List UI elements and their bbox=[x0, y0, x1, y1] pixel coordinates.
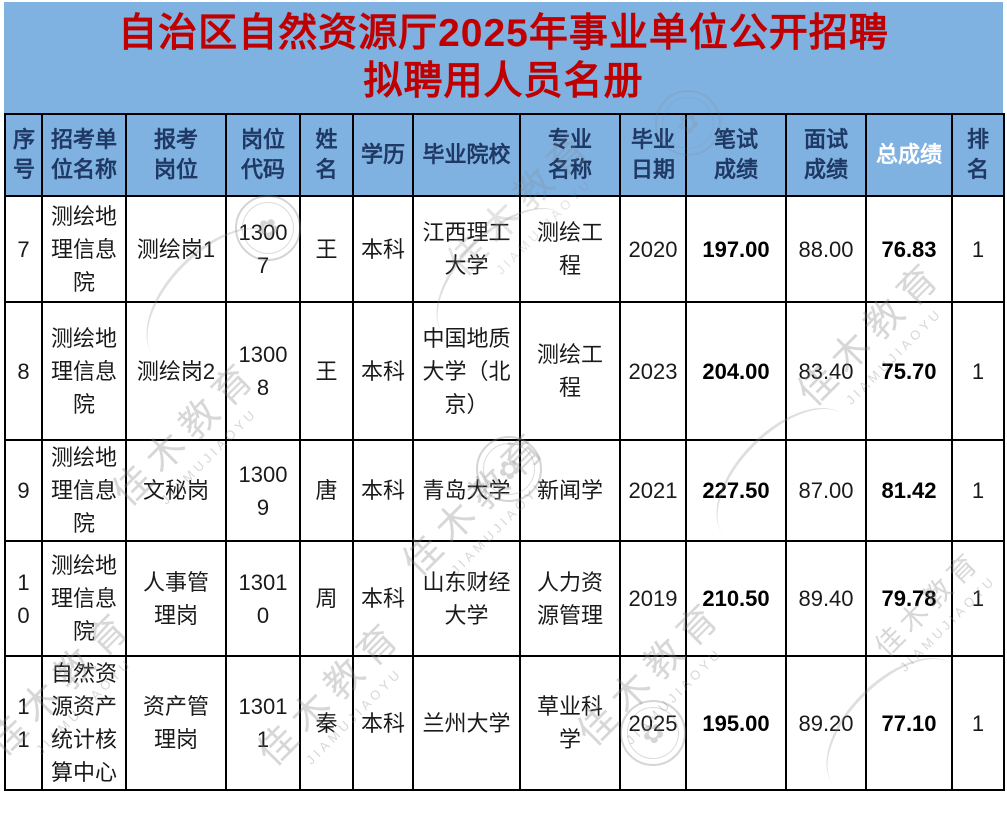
cell-written: 195.00 bbox=[685, 655, 787, 791]
cell-total: 81.42 bbox=[865, 439, 953, 542]
cell-interview: 89.20 bbox=[785, 655, 867, 791]
header-row: 序 号招考单 位名称 报考 岗位 岗位 代码 姓名 学历 毕业院校 专业 名称 毕业 日期 笔试… bbox=[4, 113, 1005, 197]
cell-unit: 测绘地理信息院 bbox=[41, 439, 127, 542]
cell-interview: 83.40 bbox=[785, 301, 867, 441]
cell-position: 测绘岗1 bbox=[125, 195, 227, 303]
cell-school: 青岛大学 bbox=[412, 439, 521, 542]
cell-written: 204.00 bbox=[685, 301, 787, 441]
page-title-line2: 拟聘用人员名册 bbox=[363, 59, 644, 103]
cell-code: 13007 bbox=[225, 195, 301, 303]
cell-written: 197.00 bbox=[685, 195, 787, 303]
cell-major: 草业科学 bbox=[519, 655, 621, 791]
cell-interview: 88.00 bbox=[785, 195, 867, 303]
header-cell-rank: 排名 bbox=[951, 113, 1005, 197]
cell-major: 人力资源管理 bbox=[519, 540, 621, 657]
cell-position: 资产管理岗 bbox=[125, 655, 227, 791]
cell-school: 江西理工大学 bbox=[412, 195, 521, 303]
cell-unit: 测绘地理信息院 bbox=[41, 301, 127, 441]
cell-rank: 1 bbox=[951, 301, 1005, 441]
cell-edu: 本科 bbox=[352, 301, 414, 441]
cell-name: 周 bbox=[299, 540, 354, 657]
cell-graddate: 2025 bbox=[619, 655, 687, 791]
cell-graddate: 2021 bbox=[619, 439, 687, 542]
cell-total: 76.83 bbox=[865, 195, 953, 303]
table-body: 7 测绘地理信息院 测绘岗1 13007 王本科 江西理工大学 测绘工程 2020 197.00… bbox=[4, 195, 1005, 791]
cell-name: 王 bbox=[299, 195, 354, 303]
cell-total: 79.78 bbox=[865, 540, 953, 657]
cell-edu: 本科 bbox=[352, 439, 414, 542]
header-cell-interview: 面试 成绩 bbox=[785, 113, 867, 197]
cell-xuhao: 11 bbox=[4, 655, 43, 791]
cell-edu: 本科 bbox=[352, 655, 414, 791]
header-cell-major: 专业 名称 bbox=[519, 113, 621, 197]
cell-major: 新闻学 bbox=[519, 439, 621, 542]
cell-unit: 自然资源资产统计核算中心 bbox=[41, 655, 127, 791]
cell-graddate: 2019 bbox=[619, 540, 687, 657]
cell-major: 测绘工程 bbox=[519, 301, 621, 441]
cell-code: 13008 bbox=[225, 301, 301, 441]
cell-xuhao: 10 bbox=[4, 540, 43, 657]
table-row: 8 测绘地理信息院 测绘岗2 13008 王本科 中国地质大学（北京） 测绘工程 2023 20… bbox=[4, 301, 1005, 441]
table-row: 9 测绘地理信息院 文秘岗 13009 唐本科 青岛大学 新闻学 2021 227.50 87.0… bbox=[4, 439, 1005, 542]
header-cell-code: 岗位 代码 bbox=[225, 113, 301, 197]
table-row: 7 测绘地理信息院 测绘岗1 13007 王本科 江西理工大学 测绘工程 2020 197.00… bbox=[4, 195, 1005, 303]
cell-xuhao: 8 bbox=[4, 301, 43, 441]
cell-total: 77.10 bbox=[865, 655, 953, 791]
cell-graddate: 2020 bbox=[619, 195, 687, 303]
page: 自治区自然资源厅2025年事业单位公开招聘 拟聘用人员名册 序 号招考单 位名称… bbox=[0, 0, 1007, 791]
cell-graddate: 2023 bbox=[619, 301, 687, 441]
roster-table: 序 号招考单 位名称 报考 岗位 岗位 代码 姓名 学历 毕业院校 专业 名称 毕业 日期 笔试… bbox=[4, 113, 1005, 791]
header-cell-name: 姓名 bbox=[299, 113, 354, 197]
cell-xuhao: 9 bbox=[4, 439, 43, 542]
cell-rank: 1 bbox=[951, 540, 1005, 657]
page-title-line1: 自治区自然资源厅2025年事业单位公开招聘 bbox=[118, 11, 889, 55]
cell-school: 兰州大学 bbox=[412, 655, 521, 791]
cell-written: 227.50 bbox=[685, 439, 787, 542]
cell-name: 秦 bbox=[299, 655, 354, 791]
cell-edu: 本科 bbox=[352, 195, 414, 303]
cell-rank: 1 bbox=[951, 439, 1005, 542]
header-cell-school: 毕业院校 bbox=[412, 113, 521, 197]
cell-position: 文秘岗 bbox=[125, 439, 227, 542]
cell-code: 13009 bbox=[225, 439, 301, 542]
title-banner: 自治区自然资源厅2025年事业单位公开招聘 拟聘用人员名册 bbox=[4, 2, 1003, 113]
header-cell-position: 报考 岗位 bbox=[125, 113, 227, 197]
cell-major: 测绘工程 bbox=[519, 195, 621, 303]
cell-unit: 测绘地理信息院 bbox=[41, 195, 127, 303]
cell-rank: 1 bbox=[951, 195, 1005, 303]
cell-total: 75.70 bbox=[865, 301, 953, 441]
cell-xuhao: 7 bbox=[4, 195, 43, 303]
header-cell-xuhao: 序 号 bbox=[4, 113, 43, 197]
cell-rank: 1 bbox=[951, 655, 1005, 791]
cell-interview: 89.40 bbox=[785, 540, 867, 657]
cell-position: 人事管理岗 bbox=[125, 540, 227, 657]
cell-unit: 测绘地理信息院 bbox=[41, 540, 127, 657]
header-cell-unit: 招考单 位名称 bbox=[41, 113, 127, 197]
header-cell-written: 笔试 成绩 bbox=[685, 113, 787, 197]
cell-name: 王 bbox=[299, 301, 354, 441]
cell-position: 测绘岗2 bbox=[125, 301, 227, 441]
header-cell-graddate: 毕业 日期 bbox=[619, 113, 687, 197]
cell-written: 210.50 bbox=[685, 540, 787, 657]
header-cell-edu: 学历 bbox=[352, 113, 414, 197]
cell-school: 中国地质大学（北京） bbox=[412, 301, 521, 441]
header-cell-total: 总成绩 bbox=[865, 113, 953, 197]
cell-school: 山东财经大学 bbox=[412, 540, 521, 657]
table-row: 11 自然资源资产统计核算中心 资产管理岗 13011 秦本科 兰州大学 草业科学 2025 1… bbox=[4, 655, 1005, 791]
table-row: 10 测绘地理信息院 人事管理岗 13010 周本科 山东财经大学 人力资源管理 2019 21… bbox=[4, 540, 1005, 657]
cell-interview: 87.00 bbox=[785, 439, 867, 542]
cell-code: 13011 bbox=[225, 655, 301, 791]
cell-edu: 本科 bbox=[352, 540, 414, 657]
cell-name: 唐 bbox=[299, 439, 354, 542]
cell-code: 13010 bbox=[225, 540, 301, 657]
